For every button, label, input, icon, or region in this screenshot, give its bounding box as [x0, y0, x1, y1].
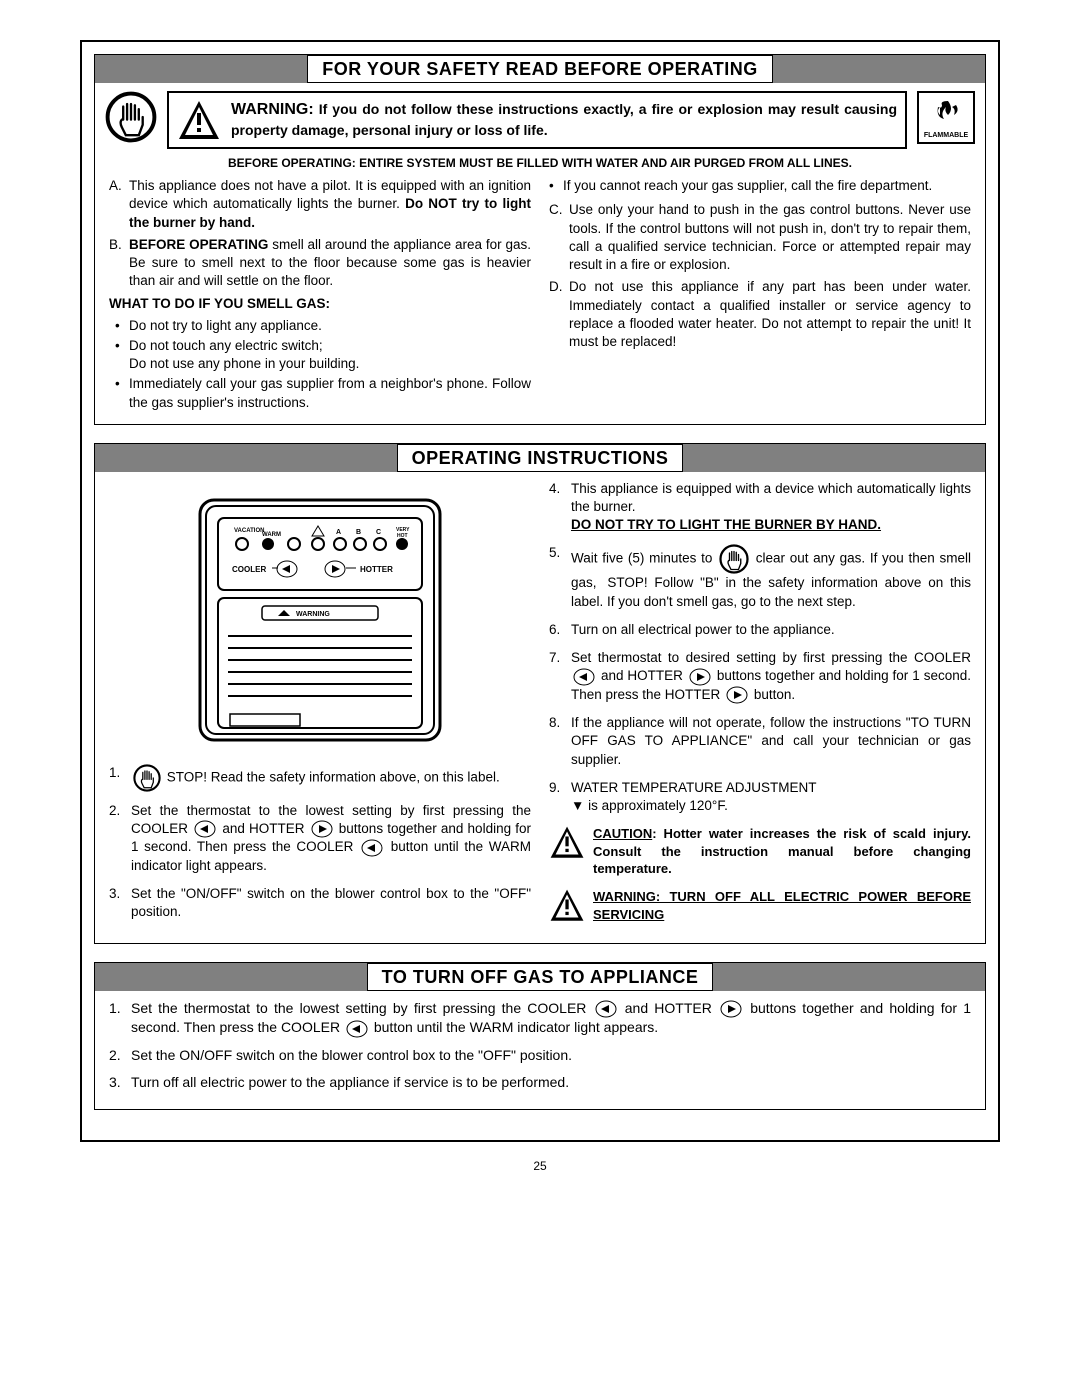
- op-step-7a: Set thermostat to desired setting by fir…: [571, 650, 971, 665]
- hotter-arrow-icon: [726, 686, 748, 704]
- op-step-7d: button.: [754, 687, 795, 702]
- op-step-2b: and HOTTER: [222, 821, 308, 836]
- title-bar-safety: FOR YOUR SAFETY READ BEFORE OPERATING: [95, 55, 985, 83]
- section2-title: OPERATING INSTRUCTIONS: [397, 444, 684, 472]
- svg-text:HOTTER: HOTTER: [360, 565, 393, 574]
- pre-operating-line: BEFORE OPERATING: ENTIRE SYSTEM MUST BE …: [95, 155, 985, 177]
- warning-triangle-icon: [549, 888, 585, 922]
- thermostat-diagram: VACATION WARM A B C VERY HOT: [190, 490, 450, 750]
- op-step-5a: Wait five (5) minutes to: [571, 551, 712, 566]
- hand-stop-icon: [105, 91, 157, 143]
- cooler-arrow-icon: [573, 668, 595, 686]
- operating-left-col: VACATION WARM A B C VERY HOT: [109, 480, 531, 933]
- svg-text:B: B: [356, 529, 361, 536]
- smell-gas-heading: WHAT TO DO IF YOU SMELL GAS:: [109, 295, 531, 313]
- op-step-8: If the appliance will not operate, follo…: [571, 714, 971, 769]
- safety-left-col: A. This appliance does not have a pilot.…: [109, 177, 531, 414]
- safety-right-col: •If you cannot reach your gas supplier, …: [549, 177, 971, 414]
- off-step-2: Set the ON/OFF switch on the blower cont…: [131, 1046, 971, 1065]
- op-step-6: Turn on all electrical power to the appl…: [571, 621, 971, 639]
- item-c: Use only your hand to push in the gas co…: [569, 201, 971, 274]
- svg-text:VACATION: VACATION: [234, 528, 264, 534]
- operating-right-col: 4. This appliance is equipped with a dev…: [549, 480, 971, 933]
- hotter-arrow-icon: [720, 1000, 742, 1018]
- warning-triangle-icon: [177, 99, 221, 141]
- op-step-4b: DO NOT TRY TO LIGHT THE BURNER BY HAND.: [571, 517, 881, 532]
- page-outer: FOR YOUR SAFETY READ BEFORE OPERATING WA…: [80, 40, 1000, 1142]
- section-turnoff: TO TURN OFF GAS TO APPLIANCE 1. Set the …: [94, 962, 986, 1110]
- off-step-1d: button until the WARM indicator light ap…: [374, 1019, 658, 1035]
- flammable-label: FLAMMABLE: [921, 131, 971, 140]
- off-step-3: Turn off all electric power to the appli…: [131, 1073, 971, 1092]
- svg-text:WARNING: WARNING: [296, 611, 330, 618]
- section-operating: OPERATING INSTRUCTIONS VACATION WARM A B: [94, 443, 986, 944]
- op-step-1: STOP! Read the safety information above,…: [167, 769, 500, 784]
- section3-title: TO TURN OFF GAS TO APPLIANCE: [367, 963, 714, 991]
- cooler-arrow-icon: [346, 1020, 368, 1038]
- flammable-badge: FLAMMABLE: [917, 91, 975, 144]
- warning-box: WARNING: If you do not follow these inst…: [167, 91, 907, 149]
- warning-label: WARNING:: [231, 101, 314, 118]
- hotter-arrow-icon: [689, 668, 711, 686]
- section-safety: FOR YOUR SAFETY READ BEFORE OPERATING WA…: [94, 54, 986, 425]
- hotter-arrow-icon: [311, 820, 333, 838]
- warning-servicing: WARNING: TURN OFF ALL ELECTRIC POWER BEF…: [593, 888, 971, 923]
- hand-stop-icon: [133, 764, 161, 792]
- op-step-9a: WATER TEMPERATURE ADJUSTMENT: [571, 780, 817, 795]
- cooler-arrow-icon: [361, 839, 383, 857]
- bullet-3: Immediately call your gas supplier from …: [129, 375, 531, 411]
- cooler-arrow-icon: [194, 820, 216, 838]
- op-step-7b: and HOTTER: [601, 668, 687, 683]
- right-bullet-1: If you cannot reach your gas supplier, c…: [563, 177, 971, 195]
- bullet-1: Do not try to light any appliance.: [129, 317, 531, 335]
- title-bar-turnoff: TO TURN OFF GAS TO APPLIANCE: [95, 963, 985, 991]
- flame-icon: [924, 95, 968, 131]
- svg-text:COOLER: COOLER: [232, 565, 266, 574]
- caution-label: CAUTION: [593, 826, 652, 841]
- off-step-1a: Set the thermostat to the lowest setting…: [131, 1000, 593, 1016]
- item-b-bold: BEFORE OPERATING: [129, 237, 268, 252]
- bullet-2b: Do not use any phone in your building.: [129, 356, 359, 371]
- title-bar-operating: OPERATING INSTRUCTIONS: [95, 444, 985, 472]
- op-step-4: This appliance is equipped with a device…: [571, 481, 971, 514]
- off-step-1b: and HOTTER: [625, 1000, 718, 1016]
- item-d: Do not use this appliance if any part ha…: [569, 278, 971, 351]
- svg-text:WARM: WARM: [262, 532, 281, 538]
- svg-text:C: C: [376, 529, 381, 536]
- svg-text:A: A: [336, 529, 341, 536]
- op-step-3: Set the "ON/OFF" switch on the blower co…: [131, 885, 531, 921]
- warning-text: If you do not follow these instructions …: [231, 101, 897, 138]
- bullet-2a: Do not touch any electric switch;: [129, 338, 323, 353]
- hand-stop-icon: [719, 544, 749, 574]
- cooler-arrow-icon: [595, 1000, 617, 1018]
- section-title: FOR YOUR SAFETY READ BEFORE OPERATING: [307, 55, 773, 83]
- op-step-9b: ▼ is approximately 120°F.: [571, 798, 728, 813]
- warning-triangle-icon: [549, 825, 585, 859]
- page-number: 25: [80, 1158, 1000, 1174]
- op-step-5c: STOP! Follow "B" in the safety informati…: [571, 575, 971, 608]
